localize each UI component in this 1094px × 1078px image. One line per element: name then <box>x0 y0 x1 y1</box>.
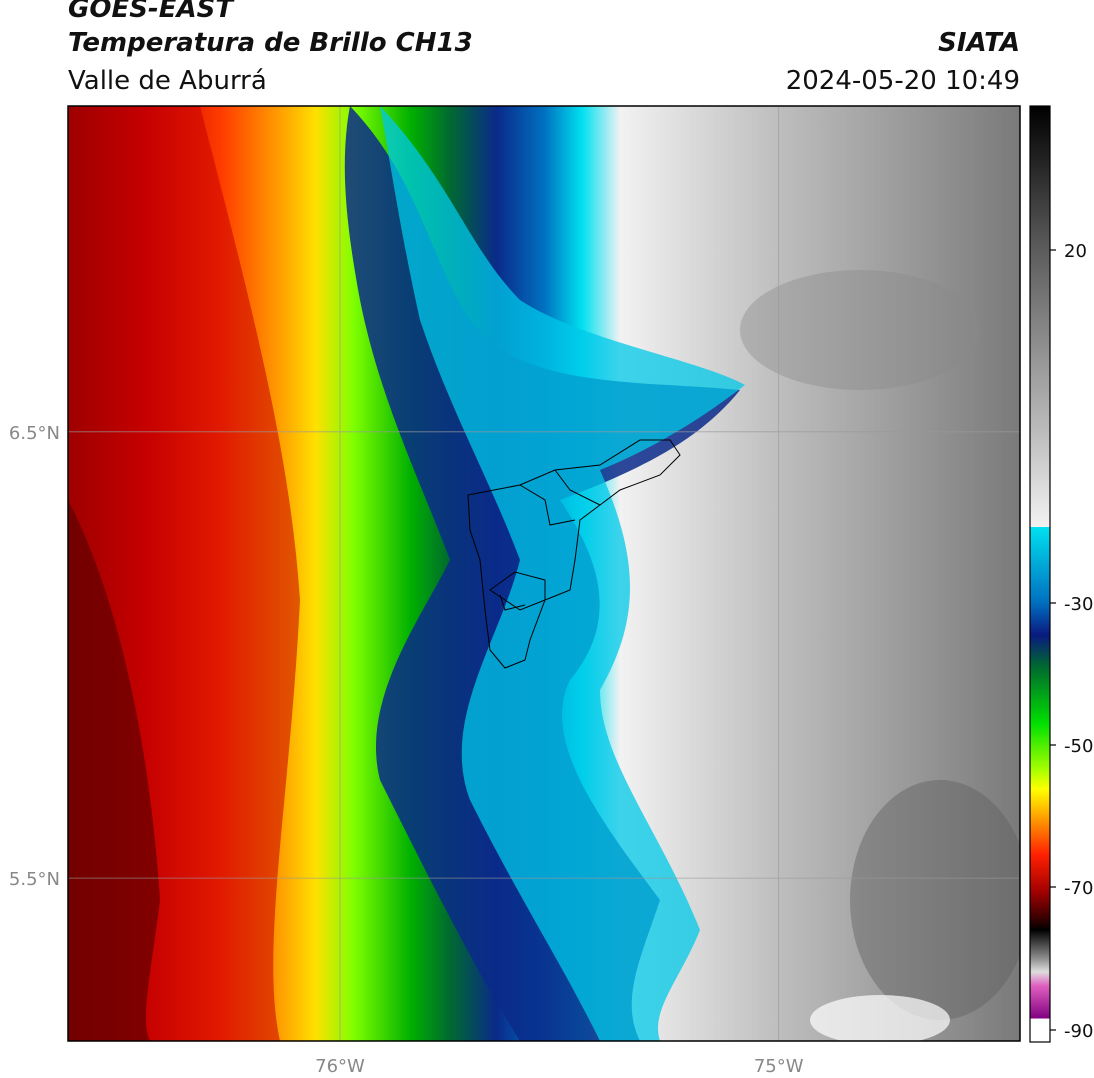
municipal-boundaries <box>467 439 681 669</box>
colorbar-scale <box>1029 105 1051 1043</box>
latitude-label: 5.5°N <box>9 869 60 890</box>
colorbar-tick-label: -30 <box>1064 594 1093 615</box>
timestamp-label: 2024-05-20 10:49 <box>785 66 1020 96</box>
satellite-title: GOES-EAST <box>68 0 234 24</box>
latitude-label: 6.5°N <box>9 423 60 444</box>
colorbar-tick-label: -90 <box>1064 1021 1093 1042</box>
organization-label: SIATA <box>938 28 1020 58</box>
longitude-label: 76°W <box>315 1056 365 1077</box>
region-subtitle: Valle de Aburrá <box>68 66 267 96</box>
product-title: Temperatura de Brillo CH13 <box>68 28 473 58</box>
colorbar: 20 -30 -50 -70 -90 <box>1029 105 1093 1043</box>
brightness-temperature-field <box>68 106 1020 1041</box>
graticule <box>68 106 1020 1041</box>
colorbar-tick-label: -50 <box>1064 736 1093 757</box>
map-frame <box>67 105 1021 1042</box>
longitude-label: 75°W <box>754 1056 804 1077</box>
colorbar-tick-label: -70 <box>1064 878 1093 899</box>
colorbar-tick-label: 20 <box>1064 241 1087 262</box>
